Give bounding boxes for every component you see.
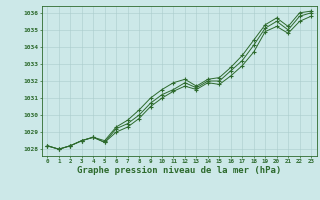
X-axis label: Graphe pression niveau de la mer (hPa): Graphe pression niveau de la mer (hPa) — [77, 166, 281, 175]
